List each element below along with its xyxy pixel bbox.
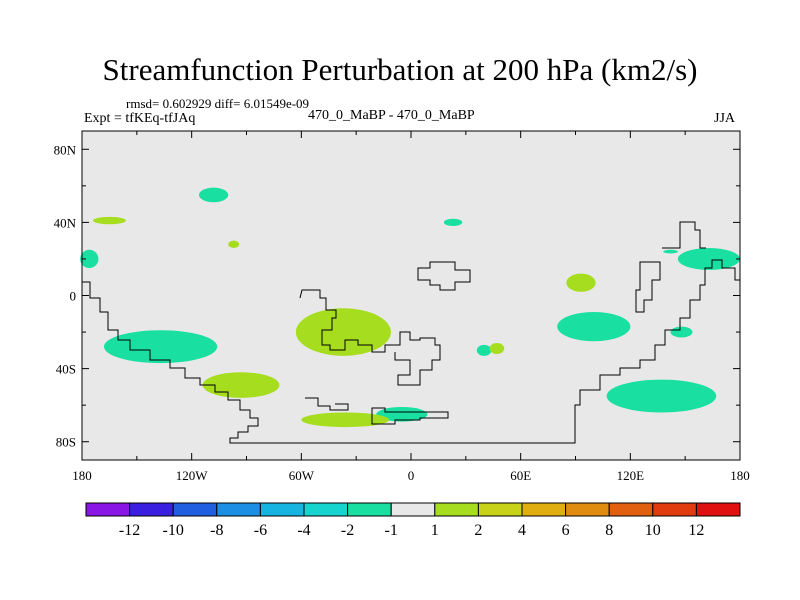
negative-anomaly-7	[476, 344, 492, 356]
colorbar-label: -6	[254, 522, 267, 539]
colorbar-box	[129, 502, 174, 517]
rmsd-diff-stats: rmsd= 0.602929 diff= 6.01549e-09	[126, 96, 310, 111]
x-tick-label: 60E	[510, 468, 531, 483]
positive-anomaly-15	[228, 240, 240, 248]
colorbar-box	[85, 502, 131, 517]
colorbar-label: 10	[645, 522, 661, 539]
experiment-label: Expt = tfKEq-tfJAq	[84, 111, 196, 126]
coastline-america	[82, 259, 740, 444]
positive-anomaly-16	[566, 273, 596, 292]
colorbar-label: -2	[341, 522, 354, 539]
colorbar-box	[347, 502, 392, 517]
colorbar-box	[172, 502, 218, 517]
colorbar-label: 6	[562, 522, 570, 539]
colorbar-box	[608, 502, 654, 517]
colorbar: -12 -10 -8 -6 -4 -2 -1 1 2 4 6 8 10 12	[85, 502, 741, 539]
negative-anomaly-1	[376, 406, 428, 422]
x-tick-label: 180	[72, 468, 92, 483]
negative-anomaly-9	[443, 218, 463, 227]
colorbar-label: 4	[518, 522, 526, 539]
colorbar-box	[652, 502, 697, 517]
positive-anomaly-11	[295, 308, 391, 356]
coastline-south-land	[305, 397, 449, 425]
colorbar-label: -4	[297, 522, 310, 539]
x-tick-label: 60W	[289, 468, 315, 483]
y-tick-label: 40S	[56, 362, 76, 377]
experiment-difference: 470_0_MaBP - 470_0_MaBP	[308, 108, 475, 123]
colorbar-box	[259, 502, 305, 517]
chart-title: Streamfunction Perturbation at 200 hPa (…	[102, 52, 698, 87]
season-label: JJA	[714, 111, 736, 126]
colorbar-box	[477, 502, 523, 517]
negative-anomaly-2	[557, 311, 631, 342]
colorbar-box	[695, 502, 741, 517]
negative-anomaly-4	[198, 187, 229, 203]
positive-anomaly-12	[202, 372, 280, 398]
positive-anomaly-14	[92, 216, 126, 225]
colorbar-label: -12	[119, 522, 140, 539]
positive-anomaly-13	[301, 412, 390, 428]
colorbar-box	[521, 502, 567, 517]
negative-anomaly-3	[606, 379, 717, 413]
y-tick-label: 80N	[54, 142, 77, 157]
colorbar-label: -1	[385, 522, 398, 539]
colorbar-label: 1	[431, 522, 439, 539]
x-tick-label: 180	[730, 468, 750, 483]
y-tick-label: 0	[70, 289, 77, 304]
y-tick-label: 40N	[54, 215, 77, 230]
colorbar-box	[303, 502, 349, 517]
colorbar-label: 8	[605, 522, 613, 539]
colorbar-box	[434, 502, 479, 517]
y-tick-label: 80S	[56, 435, 76, 450]
negative-anomaly-5	[677, 247, 741, 270]
coastline-north-pacific-island	[662, 221, 706, 249]
negative-anomaly-0	[103, 330, 218, 364]
negative-anomaly-8	[670, 326, 693, 338]
coastline-central-land	[299, 289, 441, 386]
negative-anomaly-10	[663, 249, 678, 254]
continent-outlines	[82, 221, 740, 444]
positive-anomaly-17	[489, 343, 505, 354]
coastline-africa-north	[417, 261, 471, 291]
coastline-india-peninsula	[635, 261, 661, 313]
x-tick-label: 120W	[176, 468, 209, 483]
colorbar-box	[216, 502, 261, 517]
y-axis-ticks: 80N 40N 0 40S 80S	[54, 142, 740, 450]
colorbar-label: -8	[210, 522, 223, 539]
colorbar-label: 12	[688, 522, 704, 539]
colorbar-label: -10	[163, 522, 184, 539]
contour-fills	[80, 187, 741, 428]
x-axis-ticks: 180 120W 60W 0 60E 120E 180	[72, 131, 750, 483]
colorbar-box	[565, 502, 610, 517]
colorbar-box	[390, 502, 436, 517]
x-tick-label: 120E	[617, 468, 645, 483]
colorbar-label: 2	[474, 522, 482, 539]
negative-anomaly-6	[80, 249, 99, 269]
x-tick-label: 0	[408, 468, 415, 483]
